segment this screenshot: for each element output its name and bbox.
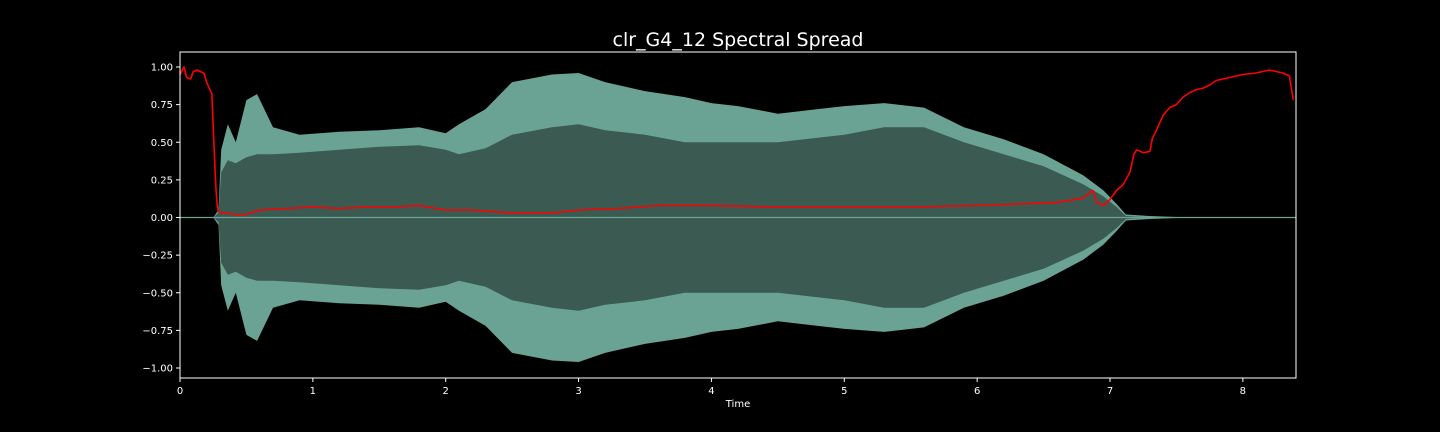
y-axis-ticks: 1.00 0.75 0.50 0.25 0.00 −0.25 −0.50 −0.75 −1.00 xyxy=(142,63,180,375)
x-tick-label: 2 xyxy=(443,386,449,397)
x-tick-label: 5 xyxy=(841,386,847,397)
x-tick-label: 8 xyxy=(1240,386,1246,397)
x-axis-title: Time xyxy=(725,399,750,410)
axes-frame xyxy=(179,51,1297,379)
x-tick-label: 7 xyxy=(1107,386,1113,397)
y-tick-label: 0.00 xyxy=(151,213,173,224)
y-tick-label: −1.00 xyxy=(142,364,173,375)
chart-title: clr_G4_12 Spectral Spread xyxy=(613,29,864,51)
y-tick-label: −0.75 xyxy=(142,326,173,337)
x-tick-label: 0 xyxy=(177,386,183,397)
x-tick-label: 4 xyxy=(708,386,714,397)
y-tick-label: 0.75 xyxy=(151,100,173,111)
y-tick-label: 0.25 xyxy=(151,175,173,186)
x-tick-label: 6 xyxy=(974,386,980,397)
spectral-spread-series xyxy=(179,66,1295,216)
y-tick-label: −0.25 xyxy=(142,251,173,262)
x-tick-label: 1 xyxy=(310,386,316,397)
x-axis-ticks: 0 1 2 3 4 5 6 7 8 xyxy=(177,378,1246,397)
y-tick-label: 0.50 xyxy=(151,138,173,149)
waveform-envelope xyxy=(180,73,1296,362)
spectral-spread-line xyxy=(179,66,1295,216)
x-tick-label: 3 xyxy=(575,386,581,397)
y-tick-label: −0.50 xyxy=(142,288,173,299)
y-tick-label: 1.00 xyxy=(151,63,173,74)
